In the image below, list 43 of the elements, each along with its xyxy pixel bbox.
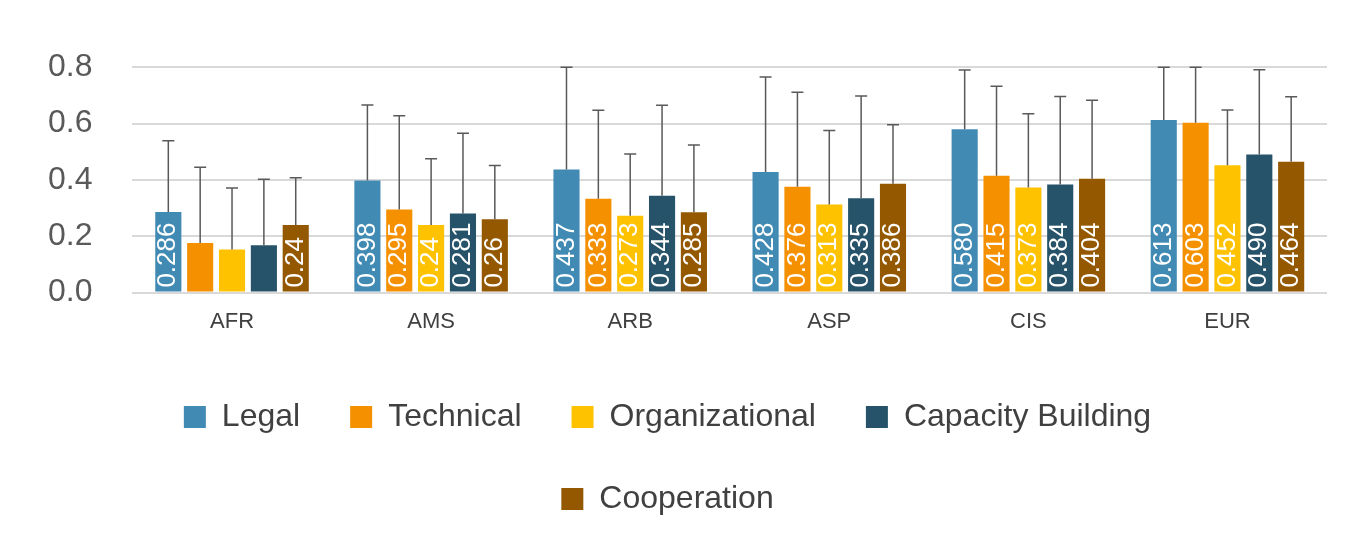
- data-label: 0.273: [613, 222, 644, 288]
- data-label: 0.376: [780, 222, 811, 288]
- y-tick-label: 0.6: [48, 103, 93, 140]
- data-label: 0.404: [1075, 222, 1106, 288]
- legend-label: Organizational: [609, 396, 816, 433]
- data-label: 0.428: [748, 222, 779, 288]
- x-tick-label: ASP: [807, 307, 852, 333]
- y-tick-label: 0.0: [48, 272, 93, 309]
- x-tick-label: EUR: [1204, 307, 1251, 333]
- data-label: 0.295: [382, 222, 413, 288]
- x-tick-label: AMS: [407, 307, 455, 333]
- data-label: 0.285: [677, 222, 708, 288]
- data-label: 0.386: [876, 222, 907, 288]
- legend-label: Capacity Building: [903, 396, 1152, 433]
- data-label: 0.398: [350, 222, 381, 288]
- data-label: 0.26: [477, 236, 508, 288]
- data-label: 0.335: [844, 222, 875, 288]
- data-label: 0.333: [581, 222, 612, 288]
- data-label: 0.344: [645, 222, 676, 288]
- legend-label: Legal: [221, 396, 301, 433]
- data-label: 0.313: [812, 222, 843, 288]
- data-label: 0.490: [1242, 222, 1273, 288]
- data-label: 0.373: [1011, 222, 1042, 288]
- data-label: 0.452: [1210, 222, 1241, 288]
- y-tick-label: 0.8: [48, 47, 93, 84]
- data-label: 0.464: [1274, 222, 1305, 288]
- y-tick-label: 0.2: [48, 216, 93, 253]
- x-tick-label: ARB: [607, 307, 653, 333]
- data-label: 0.415: [979, 222, 1010, 288]
- legend-label: Technical: [388, 396, 522, 433]
- data-label: 0.281: [446, 222, 477, 288]
- data-label: 0.286: [151, 222, 182, 288]
- x-tick-label: AFR: [210, 307, 255, 333]
- y-tick-label: 0.4: [48, 159, 93, 196]
- x-tick-label: CIS: [1010, 307, 1047, 333]
- data-label: 0.437: [549, 222, 580, 288]
- data-label: 0.613: [1146, 222, 1177, 288]
- legend-label: Cooperation: [599, 478, 774, 515]
- data-label: 0.603: [1178, 222, 1209, 288]
- data-label: 0.580: [947, 222, 978, 288]
- data-label: 0.384: [1043, 222, 1074, 288]
- data-label: 0.24: [414, 236, 445, 288]
- data-label: 0.24: [278, 236, 309, 288]
